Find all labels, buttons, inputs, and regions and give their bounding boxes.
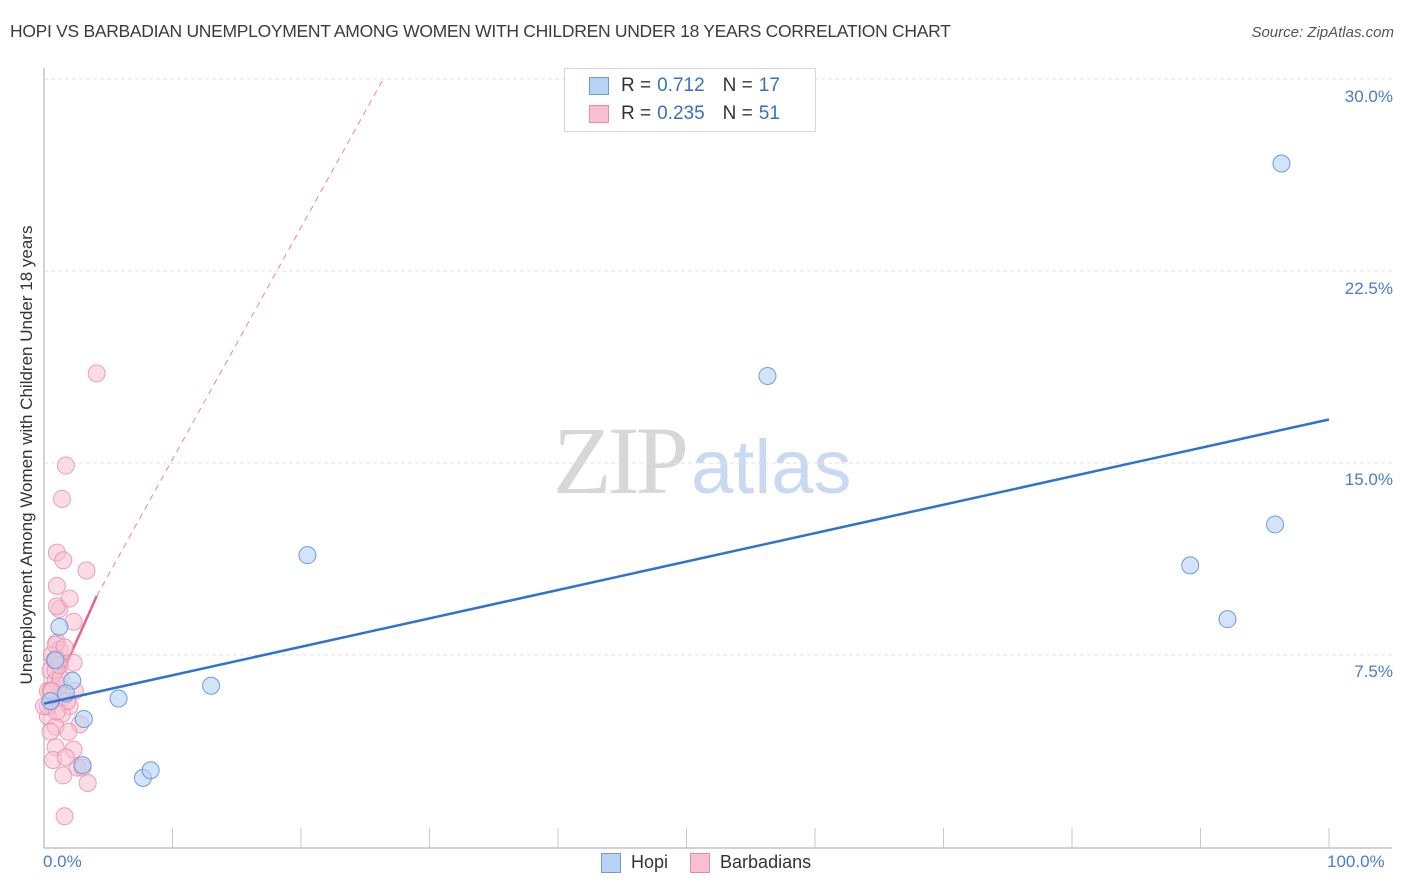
barbadians-points bbox=[35, 364, 106, 826]
hopi-point bbox=[202, 676, 221, 695]
r-value-barbadians: 0.235 bbox=[657, 103, 705, 124]
hopi-point bbox=[298, 546, 317, 565]
y-axis-label: Unemployment Among Women with Children U… bbox=[17, 225, 36, 685]
watermark-zip: ZIP bbox=[553, 407, 689, 514]
hopi-point bbox=[109, 689, 128, 708]
series-legend: Hopi Barbadians bbox=[601, 852, 833, 873]
barbadians-swatch-icon bbox=[690, 852, 711, 873]
n-value-hopi: 17 bbox=[758, 75, 780, 96]
legend-item-hopi[interactable]: Hopi bbox=[601, 852, 668, 873]
hopi-point bbox=[74, 710, 93, 728]
chart-title: HOPI VS BARBADIAN UNEMPLOYMENT AMONG WOM… bbox=[10, 21, 951, 41]
barbadians-point bbox=[54, 551, 73, 570]
barbadians-trend-dashed bbox=[96, 78, 384, 597]
barbadians-point bbox=[77, 561, 96, 580]
barbadians-trend-line bbox=[42, 78, 384, 715]
barbadians-point bbox=[54, 766, 73, 785]
barbadians-point bbox=[56, 748, 75, 767]
barbadians-point bbox=[56, 456, 75, 475]
hopi-point bbox=[50, 617, 69, 636]
barbadians-point bbox=[55, 807, 74, 826]
y-tick-7-5: 7.5% bbox=[1354, 662, 1393, 681]
legend-item-barbadians[interactable]: Barbadians bbox=[690, 852, 811, 873]
r-label: R = bbox=[621, 103, 652, 124]
barbadians-point bbox=[78, 774, 97, 792]
barbadians-point bbox=[87, 364, 106, 383]
barbadians-point bbox=[52, 489, 71, 508]
barbadians-point bbox=[47, 576, 66, 595]
x-tick-100: 100.0% bbox=[1327, 852, 1385, 871]
hopi-swatch-icon bbox=[601, 852, 621, 873]
barbadians-point bbox=[55, 638, 74, 657]
hopi-point bbox=[73, 756, 92, 775]
source-label: Source: ZipAtlas.com bbox=[1251, 24, 1394, 41]
y-tick-30: 30.0% bbox=[1344, 87, 1393, 106]
watermark: ZIPatlas bbox=[553, 405, 852, 516]
hopi-point bbox=[1266, 515, 1285, 534]
hopi-trend-line bbox=[43, 418, 1330, 705]
hopi-point bbox=[1218, 610, 1237, 629]
axes bbox=[43, 68, 1392, 849]
n-label: N = bbox=[722, 103, 753, 124]
correlation-legend: R = 0.712 N = 17 R = 0.235 N = 51 bbox=[564, 68, 816, 132]
hopi-point bbox=[141, 761, 160, 780]
hopi-point bbox=[1272, 154, 1291, 173]
n-label: N = bbox=[722, 75, 753, 96]
n-value-barbadians: 51 bbox=[758, 103, 780, 124]
y-tick-22-5: 22.5% bbox=[1344, 279, 1393, 298]
watermark-atlas: atlas bbox=[691, 425, 852, 510]
y-tick-15: 15.0% bbox=[1344, 470, 1393, 489]
x-tick-0: 0.0% bbox=[43, 852, 82, 871]
hopi-point bbox=[758, 366, 777, 385]
barbadians-point bbox=[41, 722, 60, 741]
hopi-trend-solid bbox=[43, 418, 1330, 705]
hopi-point bbox=[46, 651, 65, 670]
barbadians-swatch-icon bbox=[589, 105, 609, 123]
r-label: R = bbox=[621, 75, 652, 96]
legend-label-barbadians: Barbadians bbox=[720, 852, 812, 872]
legend-label-hopi: Hopi bbox=[631, 852, 669, 872]
hopi-swatch-icon bbox=[589, 77, 609, 95]
barbadians-point bbox=[60, 589, 79, 608]
r-value-hopi: 0.712 bbox=[657, 75, 705, 96]
hopi-point bbox=[1181, 556, 1200, 575]
legend-row-barbadians: R = 0.235 N = 51 bbox=[589, 101, 780, 127]
barbadians-point bbox=[59, 722, 78, 741]
legend-row-hopi: R = 0.712 N = 17 bbox=[589, 73, 780, 99]
